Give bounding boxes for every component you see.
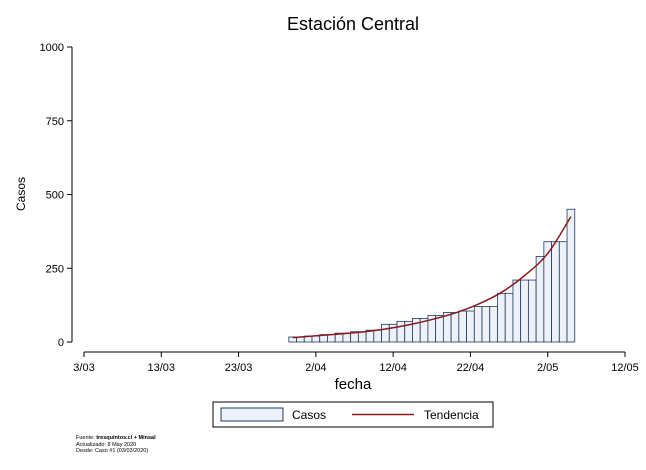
- y-tick-label: 0: [58, 337, 64, 349]
- bar-casos: [357, 331, 367, 343]
- bar-casos: [535, 256, 545, 343]
- bar-casos: [311, 335, 321, 343]
- legend-swatch-casos: [220, 407, 284, 422]
- legend-label-casos: Casos: [292, 408, 326, 422]
- bar-casos: [551, 241, 560, 343]
- x-tick-label: 12/05: [611, 362, 639, 374]
- x-tick-label: 3/03: [73, 362, 94, 374]
- bar-casos: [342, 332, 352, 343]
- y-axis: 0 250 500 750 1000: [40, 42, 73, 349]
- bar-casos: [373, 329, 382, 343]
- x-axis-label: fecha: [335, 376, 372, 393]
- bar-casos: [527, 279, 537, 343]
- footnote-since: Desde: Caso #1 (03/03/2020): [76, 448, 149, 454]
- y-axis-label: Casos: [14, 177, 28, 211]
- bar-casos: [497, 292, 506, 343]
- y-tick-label: 500: [46, 190, 64, 202]
- x-tick-label: 13/03: [148, 362, 176, 374]
- bar-casos: [435, 315, 444, 343]
- legend: Casos Tendencia: [212, 401, 494, 428]
- y-tick-label: 1000: [40, 42, 64, 54]
- y-tick-label: 750: [46, 116, 64, 128]
- bar-casos: [504, 292, 514, 343]
- chart-title: Estación Central: [287, 14, 419, 34]
- bar-casos: [481, 306, 491, 343]
- footnote-source: Fuente: tresquintos.cl + Minsal: [76, 435, 156, 441]
- bar-series-casos: [288, 208, 576, 343]
- bar-casos: [566, 208, 576, 343]
- bar-casos: [558, 241, 568, 343]
- bar-casos: [520, 279, 529, 343]
- bar-casos: [396, 320, 406, 343]
- x-tick-label: 12/04: [379, 362, 407, 374]
- x-tick-label: 2/05: [537, 362, 558, 374]
- bar-casos: [327, 334, 336, 343]
- bar-casos: [381, 323, 390, 343]
- bar-casos: [489, 306, 498, 343]
- bar-casos: [473, 306, 483, 343]
- legend-label-tendencia: Tendencia: [424, 408, 479, 422]
- trend-line: [292, 216, 572, 339]
- bar-casos: [450, 312, 460, 343]
- x-tick-label: 22/04: [457, 362, 485, 374]
- footnote-updated: Actualizado: 8 May 2020: [76, 441, 137, 448]
- line-series-tendencia: [292, 216, 572, 339]
- x-tick-label: 23/03: [225, 362, 253, 374]
- bar-casos: [466, 310, 475, 343]
- bar-casos: [458, 310, 467, 343]
- x-axis: 3/03 13/03 23/03 2/04 12/04 22/04 2/05 12/05: [73, 351, 639, 374]
- x-tick-label: 2/04: [305, 362, 326, 374]
- y-tick-label: 250: [46, 263, 64, 275]
- footnote: Fuente: tresquintos.cl + Minsal Actualiz…: [76, 435, 156, 455]
- bar-casos: [512, 279, 522, 343]
